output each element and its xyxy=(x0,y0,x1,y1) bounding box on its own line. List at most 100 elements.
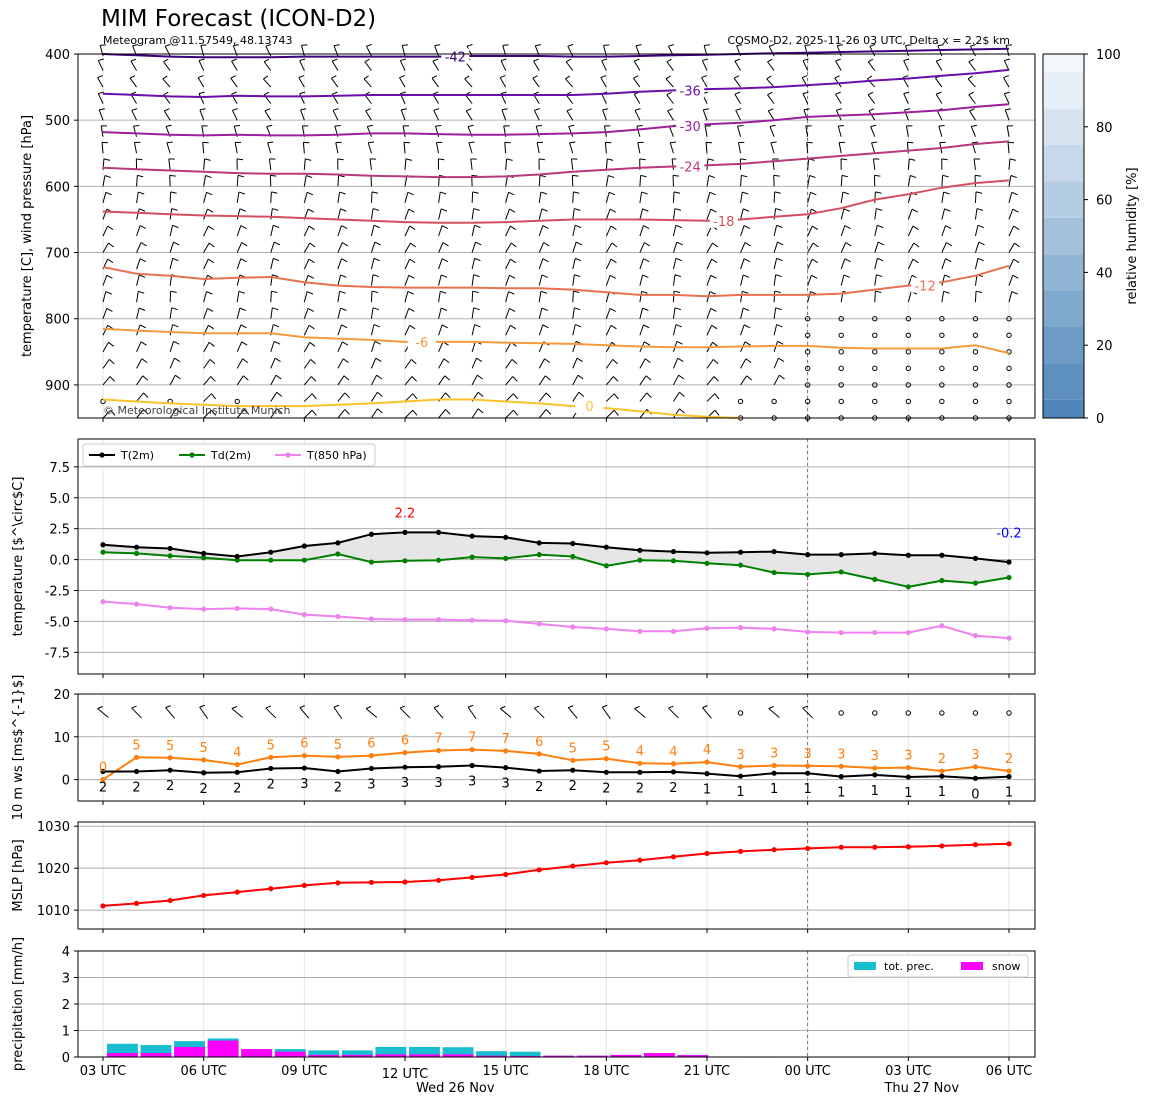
wind-barb-staff xyxy=(102,409,112,419)
wind-barb-flag xyxy=(610,258,617,264)
wind-barb-staff xyxy=(270,374,277,386)
wind-barb-flag xyxy=(400,58,406,62)
surface-wind-barb xyxy=(299,707,310,719)
wind-barb-staff xyxy=(163,61,171,71)
wind-barb-staff xyxy=(438,191,441,203)
wind-barb-staff xyxy=(840,258,846,270)
wind-barb-flag xyxy=(673,191,681,194)
wind-barb-staff xyxy=(905,125,909,137)
wind-barb-flag xyxy=(440,290,447,294)
wind-barb-staff xyxy=(605,393,615,402)
y-tick-label: 500 xyxy=(45,114,70,129)
gust-point xyxy=(268,754,274,760)
colorbar-band xyxy=(1043,327,1084,364)
wind-barb-flag xyxy=(136,158,143,161)
wind-barb-staff xyxy=(471,291,474,303)
wind-barb-staff xyxy=(572,208,575,220)
wind-barb-flag xyxy=(768,43,775,47)
calm-wind-circle xyxy=(1006,332,1012,338)
wind-barb-staff xyxy=(363,78,372,88)
mean-wind-point xyxy=(939,773,945,779)
gust-value-label: 5 xyxy=(569,741,577,756)
mean-wind-point xyxy=(469,762,475,769)
wind-barb-staff xyxy=(773,274,777,286)
gust-value-label: 7 xyxy=(502,732,510,747)
wind-barb-flag xyxy=(645,375,652,381)
wind-barb-staff xyxy=(337,341,343,353)
wind-barb-staff xyxy=(136,225,141,237)
wind-barb-flag xyxy=(978,241,985,246)
wind-barb-staff xyxy=(538,274,543,286)
wind-barb-flag xyxy=(703,108,709,111)
wind-barb-flag xyxy=(499,75,506,79)
colorbar-band xyxy=(1043,363,1084,400)
wind-barb-staff xyxy=(903,60,909,71)
wind-barb-staff xyxy=(572,191,574,203)
calm-wind-circle xyxy=(872,710,878,716)
wind-barb-staff xyxy=(102,192,107,204)
gust-value-label: 2 xyxy=(938,752,946,767)
wind-barb-staff xyxy=(673,408,680,419)
wind-barb-staff xyxy=(404,208,410,220)
wind-barb-flag xyxy=(100,44,106,46)
wind-barb-staff xyxy=(236,358,243,369)
wind-barb-flag xyxy=(239,307,246,311)
wind-barb-flag xyxy=(131,108,138,111)
gust-point xyxy=(838,763,844,769)
gust-point xyxy=(771,762,777,769)
t2m-point xyxy=(704,550,710,556)
wind-barb-flag xyxy=(139,208,146,212)
wind-barb-staff xyxy=(499,77,507,88)
wind-barb-flag xyxy=(667,108,673,112)
wind-barb-staff xyxy=(633,93,641,104)
wind-barb-staff xyxy=(470,158,473,170)
calm-wind-circle xyxy=(838,710,844,716)
isotherm-line xyxy=(102,68,1010,99)
wind-barb-flag xyxy=(943,191,950,195)
x-tick-label: 00 UTC xyxy=(784,1064,830,1079)
mean-wind-value-label: 2 xyxy=(636,781,644,796)
mean-wind-point xyxy=(805,770,811,776)
mean-wind-point xyxy=(100,768,106,775)
wind-barb-flag xyxy=(242,358,249,364)
wind-barb-staff xyxy=(807,192,811,204)
wind-barb-flag xyxy=(545,409,552,415)
mslp-point xyxy=(570,863,576,869)
wind-barb-staff xyxy=(767,110,775,121)
wind-barb-flag xyxy=(767,58,773,63)
wind-barb-flag xyxy=(308,324,315,330)
wind-barb-staff xyxy=(169,408,177,419)
wind-barb-flag xyxy=(1014,242,1021,248)
wind-barb-staff xyxy=(102,175,106,187)
wind-barb-flag xyxy=(231,91,237,95)
wind-barb-staff xyxy=(639,242,645,253)
mean-wind-value-label: 1 xyxy=(938,785,946,800)
mean-wind-value-label: 2 xyxy=(132,780,140,795)
wind-barb-flag xyxy=(208,225,215,230)
wind-barb-staff xyxy=(505,291,509,303)
wind-barb-flag xyxy=(972,141,979,144)
mslp-point xyxy=(402,879,408,885)
wind-barb-flag xyxy=(607,158,614,161)
td2m-point xyxy=(771,569,777,576)
wind-barb-staff xyxy=(874,291,876,303)
mean-wind-point xyxy=(737,773,744,779)
td2m-point xyxy=(301,557,307,563)
y-tick-label: 4 xyxy=(62,945,70,960)
wind-barb-flag xyxy=(574,208,581,211)
wind-barb-flag xyxy=(909,158,916,161)
wind-barb-staff xyxy=(166,142,171,154)
surface-wind-barb xyxy=(533,707,545,719)
calm-wind-circle xyxy=(838,349,844,355)
wind-barb-flag xyxy=(474,257,481,262)
wind-barb-flag xyxy=(513,409,519,416)
calm-wind-circle xyxy=(804,316,811,322)
wind-barb-staff xyxy=(370,307,374,319)
wind-barb-staff xyxy=(231,110,238,121)
wind-barb-flag xyxy=(373,224,380,229)
wind-barb-flag xyxy=(230,75,236,79)
wind-barb-staff xyxy=(505,393,514,402)
wind-barb-flag xyxy=(200,44,207,46)
colorbar-band xyxy=(1043,181,1084,218)
wind-barb-staff xyxy=(907,225,914,237)
